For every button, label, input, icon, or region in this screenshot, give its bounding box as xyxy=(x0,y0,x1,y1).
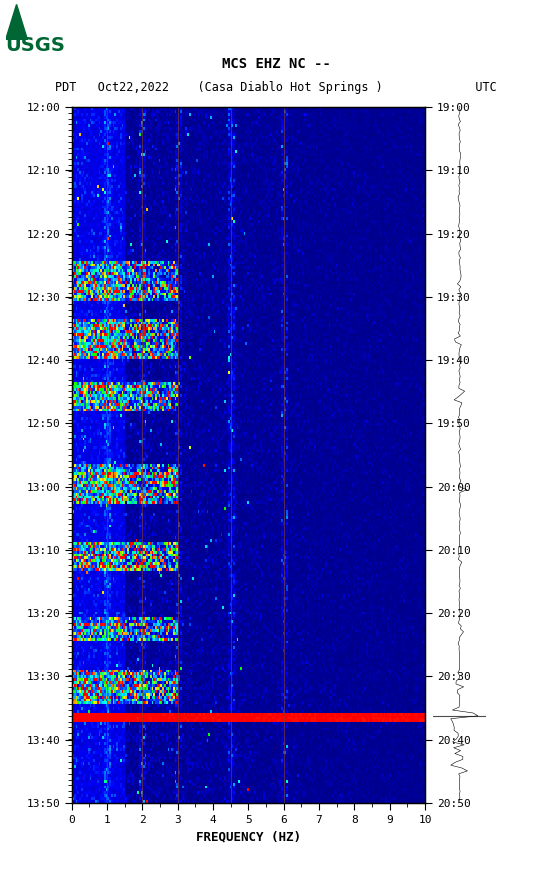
Text: MCS EHZ NC --: MCS EHZ NC -- xyxy=(221,57,331,71)
Text: PDT   Oct22,2022    (Casa Diablo Hot Springs )             UTC: PDT Oct22,2022 (Casa Diablo Hot Springs … xyxy=(55,80,497,94)
X-axis label: FREQUENCY (HZ): FREQUENCY (HZ) xyxy=(196,830,301,843)
Text: USGS: USGS xyxy=(6,36,65,54)
Polygon shape xyxy=(6,4,28,40)
